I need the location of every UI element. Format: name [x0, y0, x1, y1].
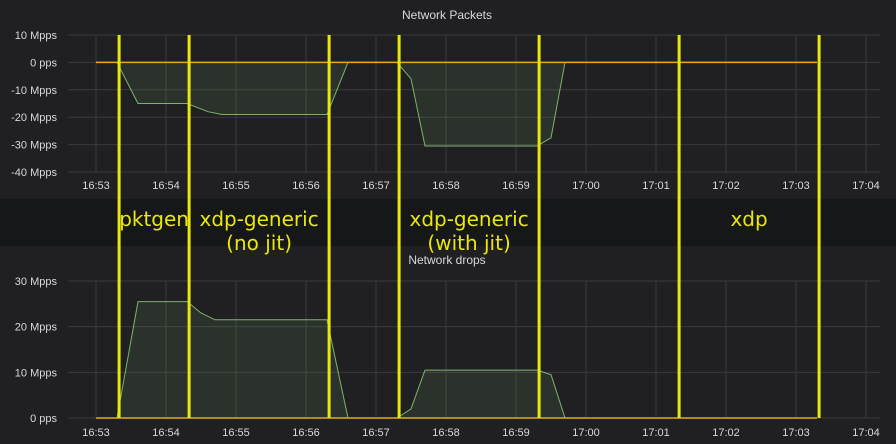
annotation-band: [0, 199, 896, 246]
x-tick-label: 17:01: [642, 427, 670, 439]
y-tick-label: 0 pps: [30, 57, 57, 69]
x-tick-label: 16:59: [502, 427, 530, 439]
x-tick-label: 17:04: [852, 180, 880, 192]
x-tick-label: 16:57: [362, 180, 390, 192]
x-tick-label: 17:02: [712, 427, 740, 439]
y-tick-label: -10 Mpps: [11, 85, 57, 97]
panel-packets: 10 Mpps 0 pps -10 Mpps -20 Mpps -30 Mpps -40 …: [11, 30, 880, 192]
x-tick-label: 16:54: [152, 427, 180, 439]
x-tick-label: 17:04: [852, 427, 880, 439]
x-tick-label: 17:02: [712, 180, 740, 192]
x-tick-label: 16:58: [432, 180, 460, 192]
panel-drops: 30 Mpps 20 Mpps 10 Mpps 0 pps 16:53 16:54 16:5…: [15, 276, 880, 439]
annotation-label: xdp-generic: [409, 207, 528, 231]
y-tick-label: 20 Mpps: [15, 322, 58, 334]
x-tick-label: 17:03: [782, 427, 810, 439]
x-tick-label: 16:56: [292, 427, 320, 439]
x-tick-label: 16:59: [502, 180, 530, 192]
y-tick-label: -30 Mpps: [11, 140, 57, 152]
x-tick-label: 17:03: [782, 180, 810, 192]
y-tick-label: 10 Mpps: [15, 367, 58, 379]
x-tick-label: 16:55: [222, 427, 250, 439]
annotation-label: pktgen: [119, 207, 189, 231]
x-tick-label: 17:01: [642, 180, 670, 192]
chart-title-drops: Network drops: [408, 253, 485, 267]
x-tick-label: 16:55: [222, 180, 250, 192]
x-tick-label: 16:53: [82, 180, 110, 192]
series-area: [96, 62, 817, 146]
annotation-label: (with jit): [427, 231, 510, 255]
y-tick-label: -40 Mpps: [11, 167, 57, 179]
x-tick-label: 16:56: [292, 180, 320, 192]
x-tick-label: 16:53: [82, 427, 110, 439]
x-tick-label: 17:00: [572, 427, 600, 439]
x-tick-label: 17:00: [572, 180, 600, 192]
y-tick-label: 0 pps: [30, 413, 57, 425]
y-tick-label: 10 Mpps: [15, 30, 58, 42]
x-tick-label: 16:54: [152, 180, 180, 192]
x-tick-label: 16:58: [432, 427, 460, 439]
y-tick-label: -20 Mpps: [11, 112, 57, 124]
y-tick-label: 30 Mpps: [15, 276, 58, 288]
annotation-label: xdp: [730, 207, 767, 231]
annotation-label: (no jit): [226, 231, 292, 255]
chart-title-packets: Network Packets: [402, 8, 492, 22]
annotation-label: xdp-generic: [199, 207, 318, 231]
x-tick-label: 16:57: [362, 427, 390, 439]
series-area: [96, 301, 817, 418]
